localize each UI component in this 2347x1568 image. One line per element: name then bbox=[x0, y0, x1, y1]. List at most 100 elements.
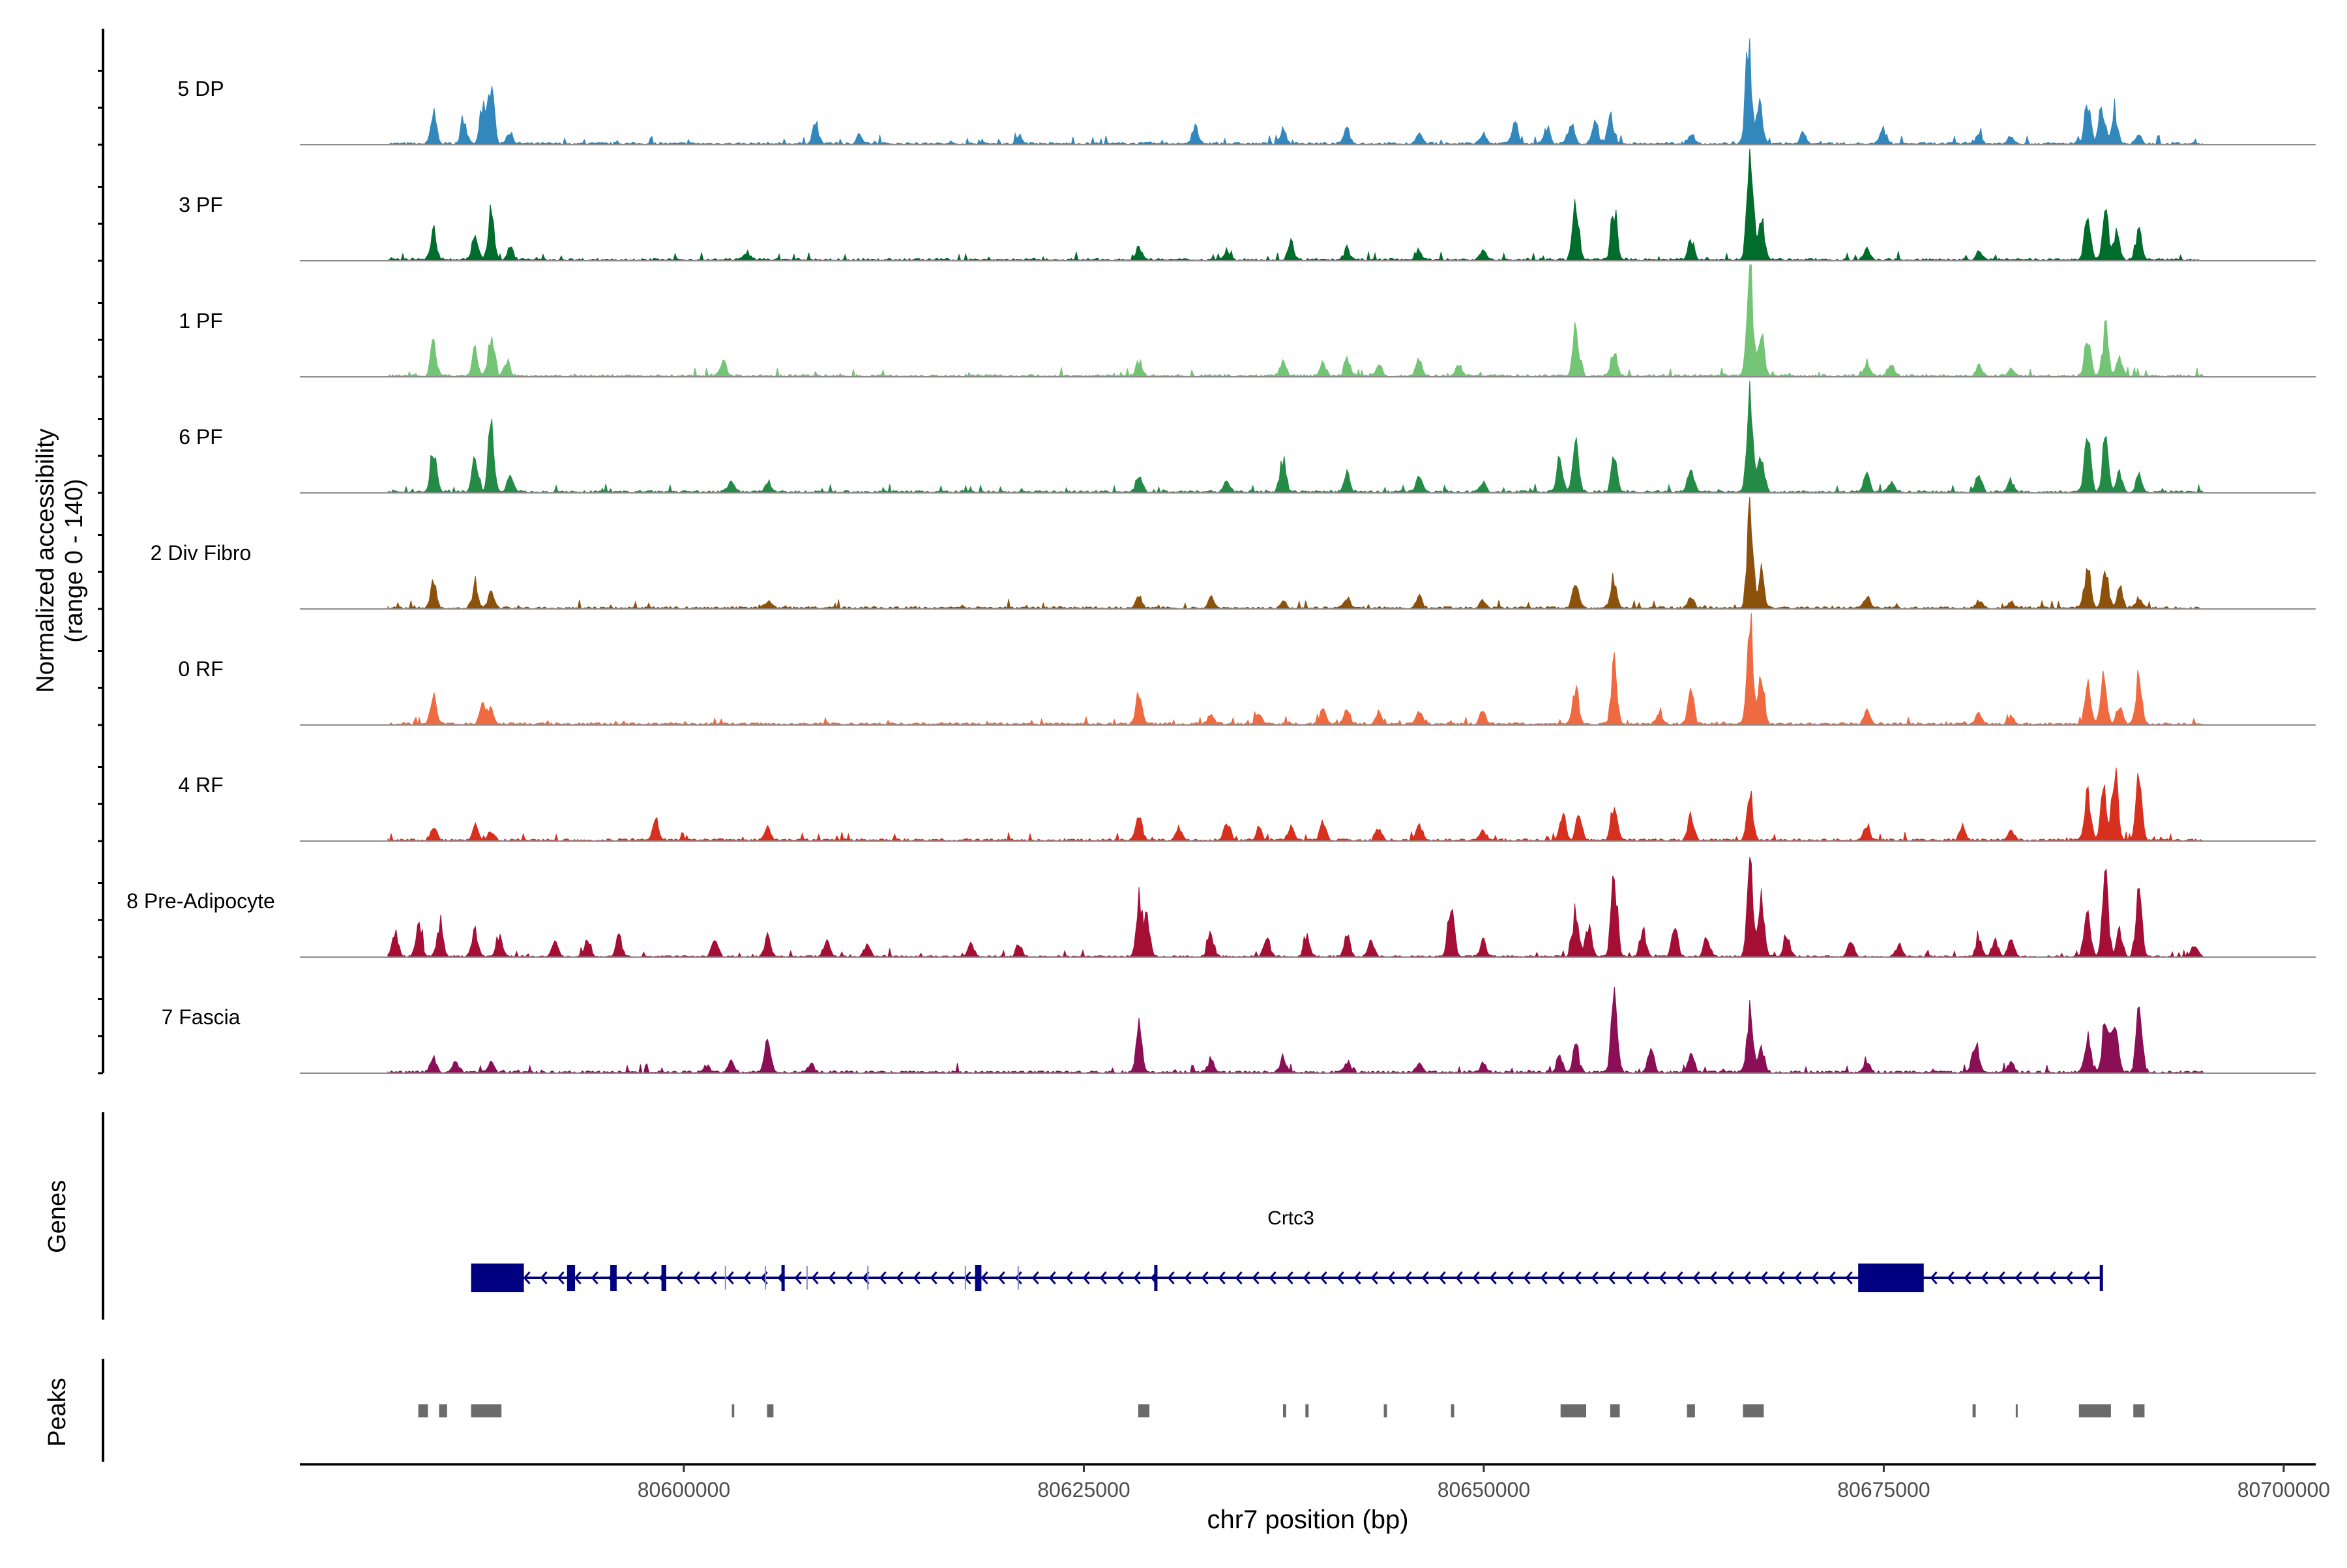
peak-region bbox=[439, 1404, 447, 1417]
strand-arrow bbox=[1167, 1271, 1175, 1284]
gene-exon bbox=[567, 1265, 576, 1291]
track-7-fascia: 7 Fascia bbox=[162, 986, 2316, 1074]
strand-arrow bbox=[1930, 1271, 1938, 1284]
strand-arrow bbox=[1218, 1271, 1226, 1284]
strand-arrow bbox=[1489, 1271, 1497, 1284]
coverage-area-0-rf bbox=[387, 612, 2205, 726]
track-6-pf: 6 PF bbox=[179, 380, 2316, 494]
x-axis-label: chr7 position (bp) bbox=[1207, 1505, 1408, 1534]
genes-panel: Genes Crtc3 bbox=[44, 1112, 2103, 1320]
strand-arrow bbox=[997, 1271, 1005, 1284]
track-0-rf: 0 RF bbox=[178, 612, 2316, 726]
track-5-dp: 5 DP bbox=[177, 38, 2316, 145]
coverage-y-axis: Normalized accessibility (range 0 - 140) bbox=[32, 29, 104, 1074]
peak-region bbox=[1383, 1404, 1387, 1417]
gene-model-crtc3 bbox=[471, 1264, 2103, 1292]
strand-arrow bbox=[1777, 1271, 1785, 1284]
peak-region bbox=[1687, 1404, 1695, 1417]
strand-arrow bbox=[591, 1271, 598, 1284]
strand-arrow bbox=[726, 1271, 734, 1284]
strand-arrow bbox=[1252, 1271, 1260, 1284]
track-label-6-pf: 6 PF bbox=[179, 425, 223, 449]
strand-arrow bbox=[2082, 1271, 2090, 1284]
strand-arrow bbox=[1133, 1271, 1141, 1284]
track-1-pf: 1 PF bbox=[179, 264, 2316, 378]
track-label-8-pre-adipocyte: 8 Pre-Adipocyte bbox=[126, 889, 275, 913]
peak-region bbox=[1451, 1404, 1454, 1417]
strand-arrow bbox=[743, 1271, 751, 1284]
gene-exon bbox=[1858, 1264, 1924, 1292]
track-4-rf: 4 RF bbox=[178, 767, 2316, 842]
peak-region bbox=[471, 1404, 502, 1417]
coverage-area-3-pf bbox=[387, 148, 2204, 261]
peak-region bbox=[1972, 1404, 1976, 1417]
peak-region bbox=[2078, 1404, 2111, 1417]
strand-arrow bbox=[2048, 1271, 2056, 1284]
strand-arrow bbox=[1303, 1271, 1310, 1284]
strand-arrow bbox=[1557, 1271, 1565, 1284]
peak-region bbox=[1743, 1404, 1764, 1417]
strand-arrow bbox=[1625, 1271, 1632, 1284]
strand-arrow bbox=[1608, 1271, 1616, 1284]
strand-arrow bbox=[642, 1271, 649, 1284]
strand-arrow bbox=[1472, 1271, 1480, 1284]
gene-exon bbox=[1154, 1265, 1158, 1291]
coverage-area-4-rf bbox=[387, 767, 2204, 842]
strand-arrow bbox=[1981, 1271, 1988, 1284]
strand-arrow bbox=[1811, 1271, 1819, 1284]
peak-region bbox=[731, 1404, 735, 1417]
peak-region bbox=[1282, 1404, 1286, 1417]
gene-exon bbox=[471, 1264, 524, 1292]
track-2-div-fibro: 2 Div Fibro bbox=[151, 496, 2316, 610]
strand-arrow bbox=[1726, 1271, 1734, 1284]
x-tick-label: 80650000 bbox=[1438, 1478, 1530, 1501]
strand-arrow bbox=[557, 1271, 565, 1284]
gene-exon bbox=[610, 1265, 617, 1291]
coverage-area-8-pre-adipocyte bbox=[387, 857, 2205, 958]
strand-arrow bbox=[913, 1271, 921, 1284]
x-axis: 80600000 80625000 80650000 80675000 80700000… bbox=[300, 1463, 2330, 1534]
strand-arrow bbox=[896, 1271, 904, 1284]
coverage-tracks: 5 DP 3 PF 1 PF 6 PF 2 Div Fibro 0 RF 4 RF 8 Pre… bbox=[126, 38, 2316, 1074]
gene-name-label: Crtc3 bbox=[1267, 1207, 1314, 1229]
strand-arrow bbox=[1048, 1271, 1056, 1284]
strand-arrow bbox=[1116, 1271, 1124, 1284]
peak-region bbox=[1560, 1404, 1586, 1417]
peaks-panel: Peaks bbox=[44, 1359, 2145, 1462]
strand-arrow bbox=[1404, 1271, 1412, 1284]
genes-panel-label: Genes bbox=[44, 1180, 71, 1253]
x-axis-ticks: 80600000 80625000 80650000 80675000 80700000 bbox=[638, 1464, 2330, 1501]
strand-arrow bbox=[1201, 1271, 1209, 1284]
strand-arrow bbox=[1336, 1271, 1344, 1284]
peak-regions bbox=[418, 1404, 2145, 1417]
strand-arrow bbox=[709, 1271, 717, 1284]
strand-arrow bbox=[1964, 1271, 1971, 1284]
x-tick-label: 80675000 bbox=[1837, 1478, 1930, 1501]
strand-arrow bbox=[879, 1271, 887, 1284]
strand-arrow bbox=[1947, 1271, 1955, 1284]
track-label-3-pf: 3 PF bbox=[179, 193, 223, 216]
strand-arrow bbox=[1506, 1271, 1514, 1284]
strand-arrow bbox=[1387, 1271, 1395, 1284]
strand-arrow bbox=[1642, 1271, 1649, 1284]
peak-region bbox=[1610, 1404, 1620, 1417]
peak-region bbox=[1305, 1404, 1309, 1417]
coverage-area-2-div-fibro bbox=[387, 496, 2204, 610]
strand-arrow bbox=[1099, 1271, 1107, 1284]
peaks-panel-label: Peaks bbox=[44, 1378, 71, 1447]
strand-arrow bbox=[1760, 1271, 1768, 1284]
strand-arrow bbox=[1286, 1271, 1293, 1284]
x-tick-label: 80625000 bbox=[1037, 1478, 1130, 1501]
track-label-0-rf: 0 RF bbox=[178, 657, 223, 681]
y-axis-label-line1: Normalized accessibility bbox=[32, 428, 59, 692]
strand-arrow bbox=[1235, 1271, 1243, 1284]
x-tick-label: 80600000 bbox=[638, 1478, 730, 1501]
strand-arrow bbox=[947, 1271, 954, 1284]
track-label-1-pf: 1 PF bbox=[179, 309, 223, 333]
track-label-5-dp: 5 DP bbox=[177, 77, 224, 100]
strand-arrow bbox=[1659, 1271, 1666, 1284]
strand-arrow bbox=[811, 1271, 819, 1284]
strand-arrow bbox=[675, 1271, 683, 1284]
